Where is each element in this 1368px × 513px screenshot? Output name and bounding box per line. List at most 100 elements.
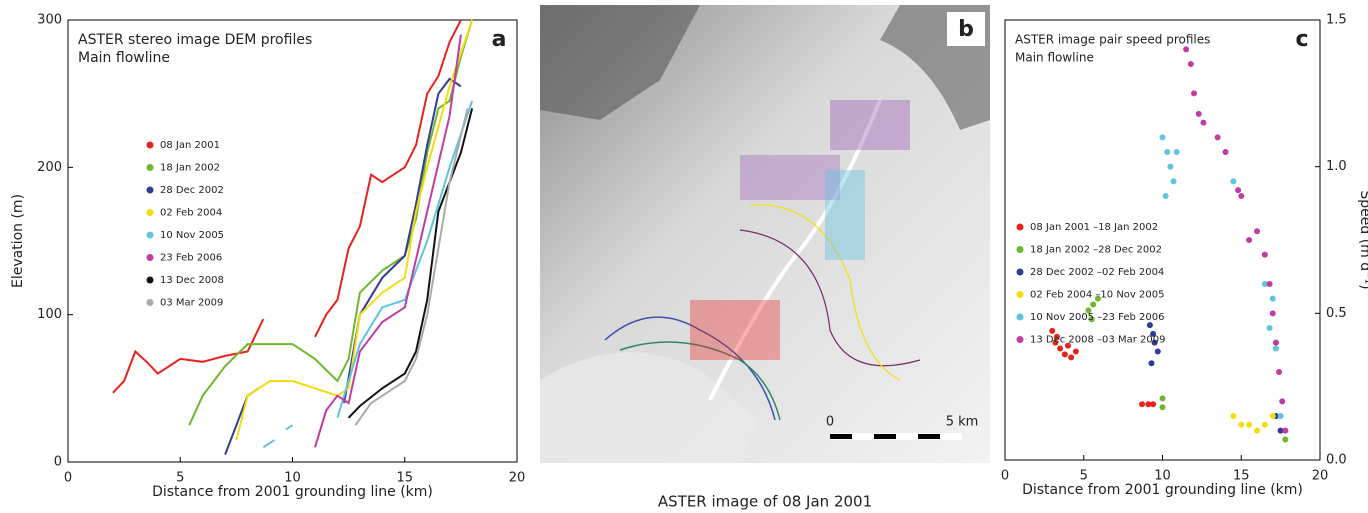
scale-label: 0 xyxy=(826,415,834,430)
legend-label: 10 Nov 2005 –23 Feb 2006 xyxy=(1030,312,1164,323)
point xyxy=(1230,413,1236,419)
scale-bar xyxy=(874,434,896,439)
legend-swatch xyxy=(1017,246,1024,253)
point xyxy=(1223,149,1229,155)
point xyxy=(1174,149,1180,155)
legend-swatch xyxy=(147,187,154,194)
line xyxy=(113,20,461,393)
point xyxy=(1278,413,1284,419)
legend-swatch xyxy=(147,254,154,261)
point xyxy=(1238,422,1244,428)
legend-swatch xyxy=(1017,224,1024,231)
speed-points xyxy=(690,300,780,360)
point xyxy=(1276,369,1282,375)
point xyxy=(1160,404,1166,410)
chart-title: ASTER image pair speed profiles xyxy=(1015,33,1210,47)
legend-swatch xyxy=(1017,336,1024,343)
point xyxy=(1183,46,1189,52)
y-axis-label: Speed (m d⁻¹) xyxy=(1357,190,1368,289)
point xyxy=(1235,187,1241,193)
speed-points xyxy=(830,100,910,150)
legend-label: 28 Dec 2002 xyxy=(160,185,224,196)
y-tick-label: 300 xyxy=(37,13,62,28)
x-tick-label: 0 xyxy=(1001,469,1009,484)
point xyxy=(1246,422,1252,428)
legend-swatch xyxy=(1017,291,1024,298)
legend-swatch xyxy=(147,209,154,216)
point xyxy=(1215,134,1221,140)
legend-label: 02 Feb 2004 xyxy=(160,208,222,219)
point xyxy=(1262,422,1268,428)
point xyxy=(1254,228,1260,234)
point xyxy=(1254,428,1260,434)
point xyxy=(1139,401,1145,407)
x-tick-label: 0 xyxy=(64,471,72,486)
legend-swatch xyxy=(147,164,154,171)
point xyxy=(1164,149,1170,155)
point xyxy=(1282,428,1288,434)
point xyxy=(1163,193,1169,199)
point xyxy=(1191,90,1197,96)
chart-subtitle: Main flowline xyxy=(1015,51,1094,65)
point xyxy=(1155,348,1161,354)
legend-label: 08 Jan 2001 –18 Jan 2002 xyxy=(1030,222,1158,233)
legend-label: 13 Dec 2008 –03 Mar 2009 xyxy=(1030,335,1165,346)
point xyxy=(1262,252,1268,258)
legend-swatch xyxy=(147,299,154,306)
point xyxy=(1200,120,1206,126)
map-caption: ASTER image of 08 Jan 2001 xyxy=(658,493,872,511)
point xyxy=(1171,178,1177,184)
point xyxy=(1188,61,1194,67)
y-tick-label: 1.5 xyxy=(1326,13,1347,28)
point xyxy=(1090,302,1096,308)
point xyxy=(1267,281,1273,287)
x-axis-label: Distance from 2001 grounding line (km) xyxy=(1022,482,1303,498)
panel-label: b xyxy=(958,17,974,42)
speed-points xyxy=(825,170,865,260)
scale-label: 5 km xyxy=(946,415,979,430)
legend-swatch xyxy=(147,277,154,284)
legend-label: 10 Nov 2005 xyxy=(160,230,224,241)
legend-label: 23 Feb 2006 xyxy=(160,253,222,264)
y-tick-label: 100 xyxy=(37,307,62,322)
legend-label: 02 Feb 2004 –10 Nov 2005 xyxy=(1030,290,1164,301)
point xyxy=(1049,328,1055,334)
point xyxy=(1062,351,1068,357)
legend-swatch xyxy=(1017,314,1024,321)
legend-swatch xyxy=(1017,269,1024,276)
point xyxy=(1279,398,1285,404)
legend-label: 13 Dec 2008 xyxy=(160,275,224,286)
y-tick-label: 1.0 xyxy=(1326,159,1347,174)
legend-label: 28 Dec 2002 –02 Feb 2004 xyxy=(1030,267,1164,278)
point xyxy=(1230,178,1236,184)
scale-bar xyxy=(830,434,852,439)
panel-label: a xyxy=(492,27,507,52)
chart-subtitle: Main flowline xyxy=(78,50,170,66)
point xyxy=(1148,360,1154,366)
y-tick-label: 200 xyxy=(37,160,62,175)
x-axis-label: Distance from 2001 grounding line (km) xyxy=(152,484,433,500)
legend-label: 08 Jan 2001 xyxy=(160,140,220,151)
scale-bar xyxy=(918,434,940,439)
point xyxy=(1270,296,1276,302)
point xyxy=(1273,340,1279,346)
legend-label: 18 Jan 2002 –28 Dec 2002 xyxy=(1030,245,1162,256)
y-tick-label: 0 xyxy=(54,455,62,470)
point xyxy=(1160,134,1166,140)
point xyxy=(1270,413,1276,419)
y-axis-label: Elevation (m) xyxy=(10,194,26,288)
point xyxy=(1270,310,1276,316)
y-tick-label: 0.5 xyxy=(1326,306,1347,321)
chart-title: ASTER stereo image DEM profiles xyxy=(78,32,312,48)
point xyxy=(1167,164,1173,170)
figure: 0 5 km b ASTER image of 08 Jan 2001 0510… xyxy=(0,0,1368,513)
point xyxy=(1267,325,1273,331)
point xyxy=(1057,346,1063,352)
point xyxy=(1282,436,1288,442)
plot-frame xyxy=(1005,20,1320,460)
legend-label: 18 Jan 2002 xyxy=(160,163,220,174)
x-tick-label: 20 xyxy=(1312,469,1329,484)
point xyxy=(1238,193,1244,199)
legend-label: 03 Mar 2009 xyxy=(160,298,223,309)
y-tick-label: 0.0 xyxy=(1326,453,1347,468)
